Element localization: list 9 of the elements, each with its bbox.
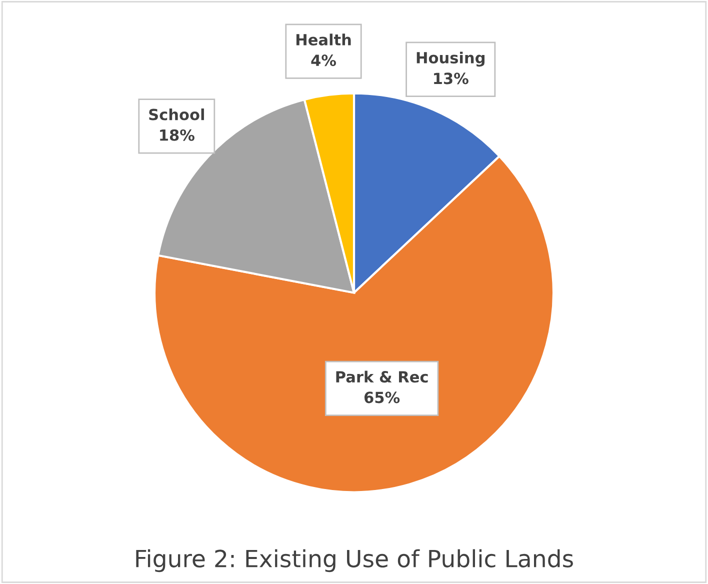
- data-label: 65%: [364, 392, 400, 404]
- data-label: 13%: [434, 72, 468, 84]
- slice-label: Housing: [416, 52, 484, 67]
- data-label: 4%: [311, 54, 336, 66]
- slice-label: School: [149, 108, 204, 120]
- data-label: 18%: [160, 129, 194, 141]
- text: Figure 2: Existing Use of Public Lands: [136, 549, 573, 572]
- slice-label: Health: [296, 34, 351, 46]
- slice-label: Park & Rec: [336, 370, 428, 383]
